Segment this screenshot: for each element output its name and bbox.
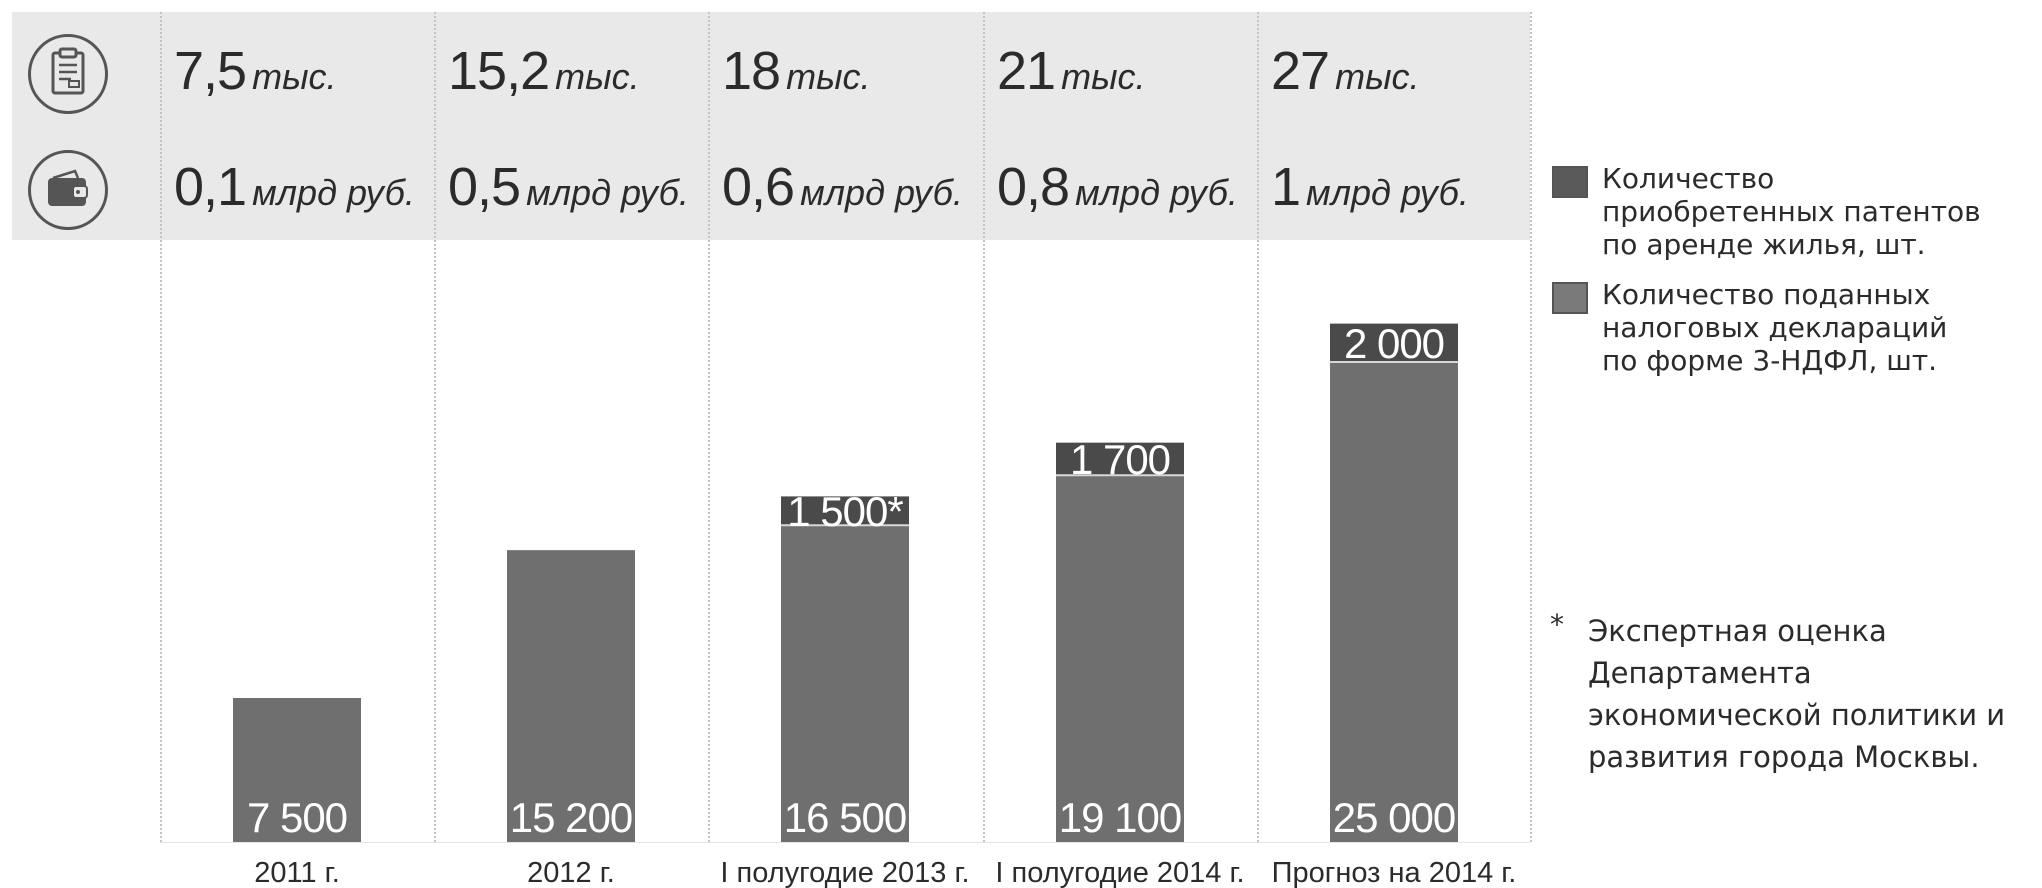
legend-swatch — [1552, 282, 1588, 314]
column-divider — [708, 12, 710, 842]
legend-label-line: по аренде жилья, шт. — [1602, 228, 1926, 261]
stat-value: 7,5 — [174, 41, 247, 101]
category-label: I полугодие 2014 г. — [995, 857, 1244, 888]
stat-cell: 27 тыс. — [1271, 40, 1420, 102]
column-divider — [1257, 12, 1259, 842]
legend-label: Количество приобретенных патентов по аренд… — [1602, 162, 1981, 261]
wallet-icon — [28, 150, 108, 230]
stat-unit: тыс. — [1061, 56, 1146, 97]
footnote-text: Экспертная оценка Департамента экономиче… — [1588, 614, 2006, 774]
stat-value: 0,1 — [174, 157, 247, 217]
column-divider — [434, 12, 436, 842]
stat-value: 0,8 — [997, 157, 1070, 217]
bar-label-patents: 2 000 — [1344, 320, 1444, 367]
legend-swatch — [1552, 166, 1588, 198]
stat-unit: тыс. — [786, 56, 871, 97]
stat-value: 0,6 — [722, 157, 795, 217]
bar-label-declarations: 19 100 — [1059, 794, 1181, 841]
legend-label-line: приобретенных патентов — [1602, 195, 1981, 228]
stat-cell: 0,5 млрд руб. — [448, 156, 689, 218]
bar-label-declarations: 15 200 — [510, 794, 632, 841]
legend-label-line: налоговых деклараций — [1602, 311, 1948, 344]
bar-patents — [1056, 442, 1184, 476]
stat-unit: млрд руб. — [526, 172, 689, 213]
stat-unit: млрд руб. — [1075, 172, 1238, 213]
footnote-marker: * — [1550, 608, 1564, 641]
bar-declarations — [1330, 362, 1458, 842]
stat-value: 15,2 — [448, 41, 550, 101]
stat-unit: млрд руб. — [1306, 172, 1469, 213]
legend-label-line: Количество — [1602, 162, 1775, 195]
category-label: I полугодие 2013 г. — [720, 857, 969, 888]
bar-label-declarations: 25 000 — [1333, 794, 1455, 841]
stat-unit: тыс. — [555, 56, 640, 97]
legend-label: Количество поданных налоговых деклараций п… — [1602, 278, 1947, 377]
bar-label-declarations: 16 500 — [784, 794, 906, 841]
stat-value: 27 — [1271, 41, 1330, 101]
category-label: 2012 г. — [527, 857, 615, 888]
stat-value: 0,5 — [448, 157, 521, 217]
stat-unit: млрд руб. — [252, 172, 415, 213]
stat-unit: тыс. — [1335, 56, 1420, 97]
bar-label-patents: 1 700 — [1070, 436, 1170, 483]
stat-cell: 0,8 млрд руб. — [997, 156, 1238, 218]
chart-baseline — [160, 842, 1530, 843]
bar-declarations — [1056, 475, 1184, 842]
stat-value: 1 — [1271, 157, 1301, 217]
stat-unit: млрд руб. — [800, 172, 963, 213]
stat-unit: тыс. — [252, 56, 337, 97]
legend-label-line: Количество поданных — [1602, 278, 1931, 311]
category-label: 2011 г. — [254, 857, 340, 888]
bar-label-patents: 1 500* — [787, 488, 903, 535]
bar-patents — [781, 496, 909, 526]
stat-cell: 21 тыс. — [997, 40, 1146, 102]
stats-band — [12, 12, 1530, 240]
column-divider — [983, 12, 985, 842]
stat-cell: 7,5 тыс. — [174, 40, 337, 102]
stat-cell: 1 млрд руб. — [1271, 156, 1469, 218]
bar-patents — [1330, 323, 1458, 362]
stat-cell: 0,1 млрд руб. — [174, 156, 415, 218]
category-label: Прогноз на 2014 г. — [1272, 857, 1517, 888]
bar-declarations — [781, 525, 909, 842]
stat-value: 18 — [722, 41, 781, 101]
bar-label-declarations: 7 500 — [247, 794, 347, 841]
stat-cell: 15,2 тыс. — [448, 40, 640, 102]
column-divider — [1530, 12, 1532, 842]
stat-cell: 0,6 млрд руб. — [722, 156, 963, 218]
bar-declarations — [507, 550, 635, 842]
column-divider — [160, 12, 162, 842]
clipboard-icon — [28, 34, 108, 114]
legend-label-line: по форме 3-НДФЛ, шт. — [1602, 344, 1938, 377]
bar-declarations — [233, 698, 361, 842]
stat-cell: 18 тыс. — [722, 40, 871, 102]
stat-value: 21 — [997, 41, 1056, 101]
